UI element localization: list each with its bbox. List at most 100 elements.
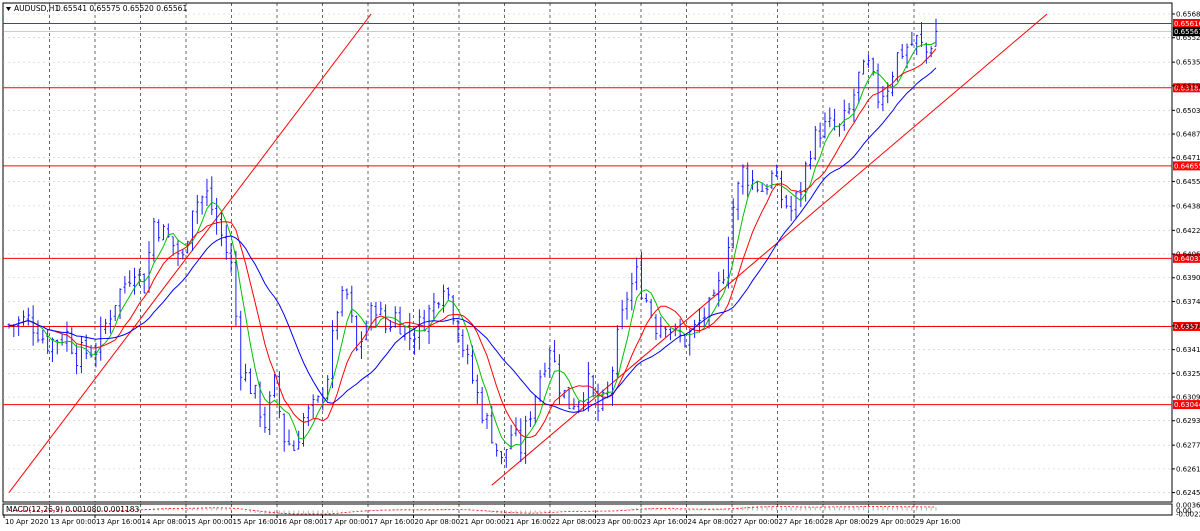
candle	[142, 273, 146, 294]
candle	[417, 309, 421, 350]
candle	[475, 374, 479, 405]
macd-panel-frame	[2, 503, 1173, 516]
candle	[133, 267, 137, 295]
candle	[804, 161, 808, 202]
candle	[253, 384, 257, 399]
candle	[625, 291, 629, 320]
level-price-label: 0.64655	[1174, 162, 1200, 170]
candle	[84, 334, 88, 360]
candle	[934, 18, 938, 47]
triangle-down-icon[interactable]	[6, 7, 11, 11]
level-price-box	[1173, 83, 1200, 93]
current-price-box	[1173, 27, 1200, 37]
candle	[471, 345, 474, 384]
level-price-box	[1173, 400, 1200, 410]
price-tick-label: 0.65195	[1176, 82, 1200, 90]
candle	[219, 211, 223, 247]
candle	[31, 305, 35, 346]
time-tick-label: 24 Apr 08:00	[688, 518, 734, 526]
candle	[765, 183, 769, 195]
candle	[466, 344, 470, 365]
horizontal-levels[interactable]: 0.65616 0.65182 0.64655 0.64031 0.63571 0.630…	[3, 18, 1200, 410]
candle	[702, 307, 706, 328]
time-tick-label: 17 Apr 00:00	[324, 518, 370, 526]
candle	[722, 269, 726, 285]
candle	[654, 314, 658, 341]
candle	[784, 194, 788, 209]
candle	[335, 310, 339, 340]
candle	[311, 394, 315, 419]
time-tick-label: 15 Apr 00:00	[187, 518, 233, 526]
candle	[828, 107, 832, 128]
candle	[413, 327, 417, 355]
candle	[480, 386, 484, 424]
time-tick-label: 23 Apr 00:00	[597, 518, 643, 526]
candle	[263, 406, 267, 433]
candle	[297, 430, 301, 450]
candle	[586, 362, 590, 412]
candle	[490, 405, 494, 444]
candle	[123, 276, 127, 294]
candle	[920, 22, 924, 48]
candle	[355, 315, 359, 352]
candle	[509, 424, 513, 450]
candle	[89, 344, 93, 358]
candle	[277, 371, 281, 419]
candle	[557, 354, 561, 405]
trend-line[interactable]	[491, 13, 1048, 486]
time-tick-label: 15 Apr 16:00	[233, 518, 279, 526]
trend-line[interactable]	[8, 13, 372, 493]
symbol-label: AUDUSD,H1	[14, 4, 59, 13]
candle	[775, 164, 779, 178]
time-tick-label: 23 Apr 16:00	[642, 518, 688, 526]
candle	[567, 386, 571, 410]
candle	[611, 366, 615, 406]
candle	[41, 329, 45, 344]
candle	[268, 391, 272, 436]
level-price-box	[1173, 161, 1200, 171]
time-tick-label: 13 Apr 00:00	[51, 518, 97, 526]
candle	[128, 270, 132, 287]
candle	[741, 164, 745, 195]
level-price-box	[1173, 18, 1200, 28]
ma_mid-line	[8, 48, 937, 439]
grid	[3, 3, 1172, 515]
candle	[866, 54, 870, 68]
candle	[808, 150, 812, 170]
price-tick-label: 0.64385	[1176, 202, 1200, 210]
candle	[823, 112, 827, 139]
candle	[75, 344, 79, 375]
macd-tick-label: 0.00361	[1176, 502, 1200, 510]
candle	[644, 293, 648, 303]
candle	[842, 99, 846, 131]
candles	[7, 18, 938, 468]
level-price-box	[1173, 253, 1200, 263]
candle	[630, 272, 634, 311]
candle	[548, 347, 552, 378]
candle	[876, 63, 880, 109]
candle	[287, 429, 291, 446]
candle	[813, 125, 817, 161]
level-price-label: 0.63571	[1174, 323, 1200, 331]
candle	[446, 287, 450, 300]
macd-tick-label: -0.00229	[1176, 511, 1200, 519]
candle	[239, 310, 243, 391]
price-tick-label: 0.63575	[1176, 322, 1200, 330]
time-tick-label: 20 Apr 08:00	[415, 518, 461, 526]
candle	[799, 181, 803, 208]
candle	[736, 181, 740, 221]
candle	[601, 389, 605, 411]
price-tick-label: 0.63415	[1176, 346, 1200, 354]
trend-lines[interactable]	[8, 13, 1048, 493]
candle	[350, 285, 354, 323]
candle	[746, 162, 750, 198]
candle	[248, 368, 252, 395]
ohlc-quote: 0.65541 0.65575 0.65520 0.65561	[56, 4, 187, 13]
time-axis[interactable]: 10 Apr 2020 13 Apr 00:00 13 Apr 16:00 14 Ap…	[3, 515, 961, 526]
